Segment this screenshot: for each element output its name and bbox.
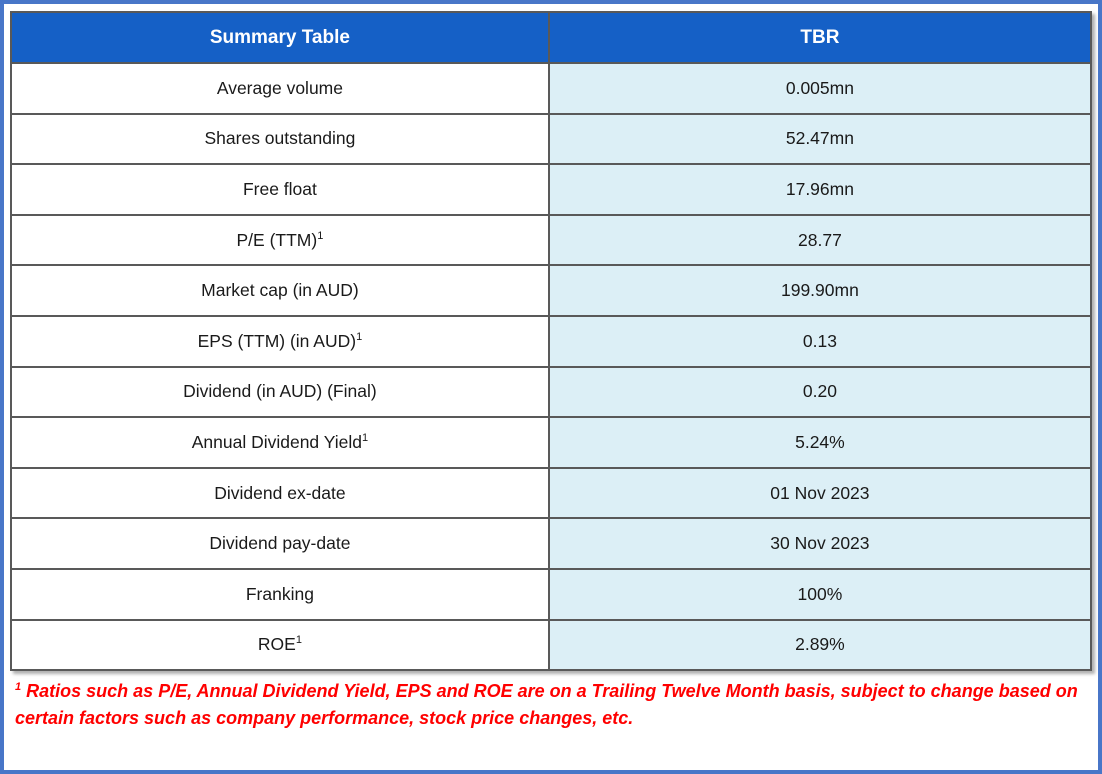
metric-label-text: EPS (TTM) (in AUD) <box>197 330 357 351</box>
metric-label-text: Dividend ex-date <box>214 482 346 503</box>
metric-label: Dividend ex-date <box>10 466 550 520</box>
metric-label: Average volume <box>10 62 550 115</box>
metric-value: 30 Nov 2023 <box>547 517 1093 570</box>
metric-value: 199.90mn <box>547 264 1093 317</box>
footnote: 1 Ratios such as P/E, Annual Dividend Yi… <box>15 678 1090 732</box>
metric-value: 52.47mn <box>547 112 1093 166</box>
metric-value: 0.005mn <box>547 62 1093 115</box>
table-row: Market cap (in AUD) 199.90mn <box>10 264 1093 317</box>
footnote-marker: 1 <box>15 681 22 694</box>
table-row: Average volume 0.005mn <box>10 62 1093 115</box>
table-row: EPS (TTM) (in AUD)1 0.13 <box>10 314 1093 368</box>
metric-label: Dividend (in AUD) (Final) <box>10 365 550 419</box>
metric-value: 01 Nov 2023 <box>547 466 1093 520</box>
metric-label: P/E (TTM)1 <box>10 213 550 267</box>
metric-label: Dividend pay-date <box>10 517 550 570</box>
footnote-text: Ratios such as P/E, Annual Dividend Yiel… <box>15 681 1078 729</box>
metric-label-text: ROE <box>257 634 296 655</box>
metric-value: 2.89% <box>547 618 1093 672</box>
table-row: P/E (TTM)1 28.77 <box>10 213 1093 267</box>
footnote-ref: 1 <box>317 229 324 242</box>
metric-label-text: P/E (TTM) <box>236 229 318 250</box>
metric-label-text: Free float <box>242 178 317 199</box>
metric-label-text: Dividend (in AUD) (Final) <box>183 381 377 402</box>
metric-value: 0.20 <box>547 365 1093 419</box>
table-row: Free float 17.96mn <box>10 163 1093 216</box>
metric-label: Franking <box>10 567 550 621</box>
table-row: Dividend pay-date 30 Nov 2023 <box>10 517 1093 570</box>
table-row: Dividend ex-date 01 Nov 2023 <box>10 466 1093 520</box>
metric-label: Free float <box>10 163 550 216</box>
header-ticker-tbr: TBR <box>547 11 1093 64</box>
metric-label: Shares outstanding <box>10 112 550 166</box>
table-row: Dividend (in AUD) (Final) 0.20 <box>10 365 1093 419</box>
header-summary-table: Summary Table <box>10 11 550 64</box>
summary-table: Summary Table TBR Average volume 0.005mn… <box>10 11 1093 672</box>
table-row: ROE1 2.89% <box>10 618 1093 672</box>
metric-value: 28.77 <box>547 213 1093 267</box>
metric-label-text: Average volume <box>216 77 343 98</box>
metric-label-text: Market cap (in AUD) <box>201 280 359 301</box>
metric-label-text: Shares outstanding <box>204 128 356 149</box>
metric-value: 5.24% <box>547 416 1093 469</box>
table-row: Franking 100% <box>10 567 1093 621</box>
metric-label-text: Dividend pay-date <box>209 533 351 554</box>
metric-label: Annual Dividend Yield1 <box>10 416 550 469</box>
metric-value: 17.96mn <box>547 163 1093 216</box>
metric-label: ROE1 <box>10 618 550 672</box>
metric-value: 100% <box>547 567 1093 621</box>
metric-label-text: Annual Dividend Yield <box>191 431 362 452</box>
table-row: Shares outstanding 52.47mn <box>10 112 1093 166</box>
table-header-row: Summary Table TBR <box>10 11 1093 64</box>
footnote-ref: 1 <box>295 634 302 647</box>
metric-label: Market cap (in AUD) <box>10 264 550 317</box>
footnote-ref: 1 <box>361 432 369 445</box>
footnote-ref: 1 <box>356 330 363 343</box>
metric-label-text: Franking <box>245 583 314 604</box>
metric-value: 0.13 <box>547 314 1093 368</box>
metric-label: EPS (TTM) (in AUD)1 <box>10 314 550 368</box>
table-row: Annual Dividend Yield1 5.24% <box>10 416 1093 469</box>
